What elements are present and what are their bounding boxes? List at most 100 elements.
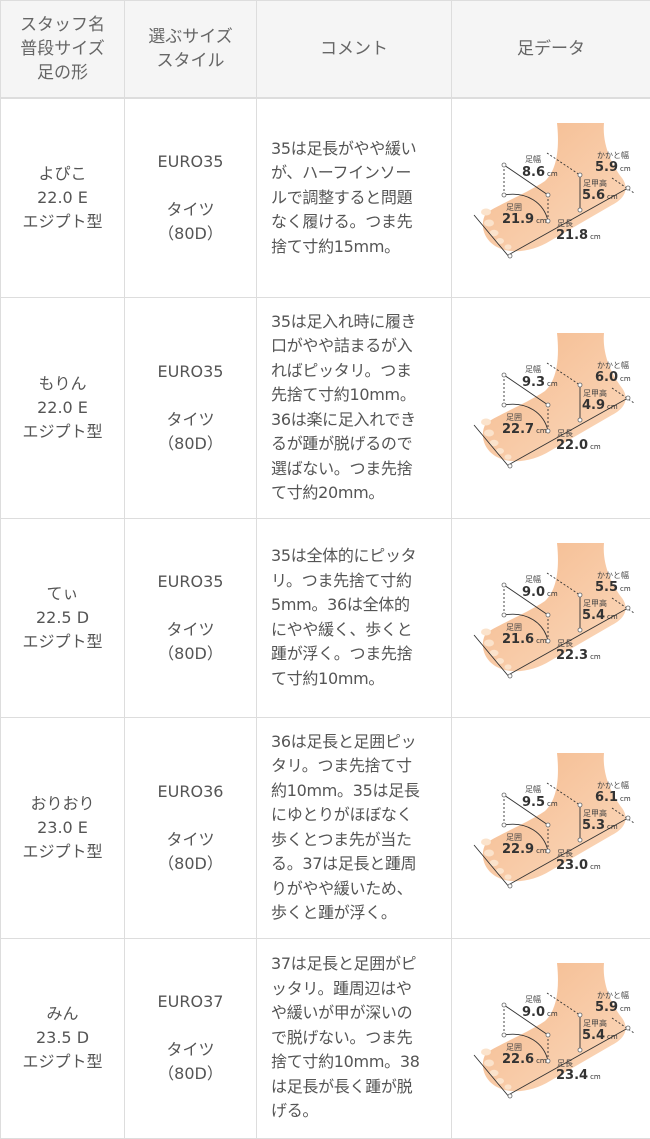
header-text: 選ぶサイズ: [125, 25, 256, 49]
comment-line: ルで調整すると問題: [271, 186, 443, 211]
comment-line: 36は楽に足入れでき: [271, 408, 443, 433]
unit-label: cm: [607, 613, 618, 621]
value-text: 9.0: [522, 1005, 545, 1020]
comment-line: なく履ける。つま先: [271, 210, 443, 235]
foot-illustration: [452, 123, 650, 273]
foot-width-label: 足幅: [525, 575, 541, 584]
usual-size: 22.5 D: [1, 606, 124, 630]
unit-label: cm: [607, 823, 618, 831]
value-text: 22.3: [556, 648, 588, 663]
comment-cell: 35は足入れ時に履き口がやや詰まるが入ればピッタリ。つま先捨て寸約10mm。36…: [257, 297, 452, 518]
unit-label: cm: [547, 590, 558, 598]
foot-length-label: 足長: [557, 849, 573, 858]
style: タイツ: [125, 198, 256, 222]
value-text: 4.9: [582, 398, 605, 413]
value-text: 23.0: [556, 858, 588, 873]
header-comment: コメント: [257, 1, 452, 99]
unit-label: cm: [536, 847, 547, 855]
foot-instep-label: 足甲高: [583, 809, 607, 818]
unit-label: cm: [536, 427, 547, 435]
value-text: 23.4: [556, 1068, 588, 1083]
staff-name: てぃ: [1, 582, 124, 606]
chosen-size: EURO35: [125, 150, 256, 174]
denier: （80D）: [125, 1062, 256, 1086]
unit-label: cm: [607, 403, 618, 411]
foot-length-label: 足長: [557, 1059, 573, 1068]
foot-heel_width-label: かかと幅: [597, 151, 629, 160]
unit-label: cm: [547, 170, 558, 178]
foot-girth-label: 足囲: [506, 1043, 522, 1052]
unit-label: cm: [590, 653, 601, 661]
unit-label: cm: [620, 165, 631, 173]
usual-size: 23.0 E: [1, 816, 124, 840]
value-text: 5.5: [595, 580, 618, 595]
foot-width-label: 足幅: [525, 995, 541, 1004]
value-text: 5.4: [582, 608, 605, 623]
chosen-size: EURO35: [125, 570, 256, 594]
unit-label: cm: [620, 795, 631, 803]
header-foot-data: 足データ: [452, 1, 650, 99]
value-text: 5.4: [582, 1028, 605, 1043]
unit-label: cm: [620, 375, 631, 383]
foot-illustration: [452, 753, 650, 903]
comment-line: は足長が長く踵が脱: [271, 1075, 443, 1100]
chosen-size: EURO36: [125, 780, 256, 804]
unit-label: cm: [547, 800, 558, 808]
unit-label: cm: [536, 1057, 547, 1065]
usual-size: 23.5 D: [1, 1026, 124, 1050]
unit-label: cm: [620, 1005, 631, 1013]
comment-line: 歩くとつま先が当た: [271, 828, 443, 853]
comment-line: 約10mm。35は足長: [271, 779, 443, 804]
comment-line: が、ハーフインソー: [271, 161, 443, 186]
denier: （80D）: [125, 222, 256, 246]
staff-name: よぴこ: [1, 162, 124, 186]
foot-heel_width-label: かかと幅: [597, 571, 629, 580]
comment-cell: 37は足長と足囲がピッタリ。踵周辺はやや緩いが甲が深いので脱げない。つま先捨て寸…: [257, 938, 452, 1138]
foot-width-label: 足幅: [525, 365, 541, 374]
comment-cell: 35は足長がやや緩いが、ハーフインソールで調整すると問題なく履ける。つま先捨て寸…: [257, 98, 452, 297]
value-text: 9.3: [522, 375, 545, 390]
comment-line: 35は全体的にピッタ: [271, 544, 443, 569]
style: タイツ: [125, 1038, 256, 1062]
value-text: 22.0: [556, 438, 588, 453]
foot-instep-label: 足甲高: [583, 179, 607, 188]
value-text: 8.6: [522, 165, 545, 180]
comment-line: 歩くと踵が浮く。: [271, 901, 443, 926]
comment-line: や緩いが甲が深いの: [271, 1001, 443, 1026]
header-text: 足の形: [1, 61, 124, 85]
unit-label: cm: [590, 233, 601, 241]
foot-width-label: 足幅: [525, 155, 541, 164]
foot-girth-label: 足囲: [506, 833, 522, 842]
foot-width-label: 足幅: [525, 785, 541, 794]
unit-label: cm: [607, 193, 618, 201]
value-text: 5.9: [595, 160, 618, 175]
value-text: 22.6: [502, 1052, 534, 1067]
staff-name: みん: [1, 1002, 124, 1026]
comment-line: て寸約10mm。: [271, 667, 443, 692]
denier: （80D）: [125, 432, 256, 456]
comment-line: 35は足入れ時に履き: [271, 310, 443, 335]
usual-size: 22.0 E: [1, 396, 124, 420]
header-text: スタイル: [125, 49, 256, 73]
